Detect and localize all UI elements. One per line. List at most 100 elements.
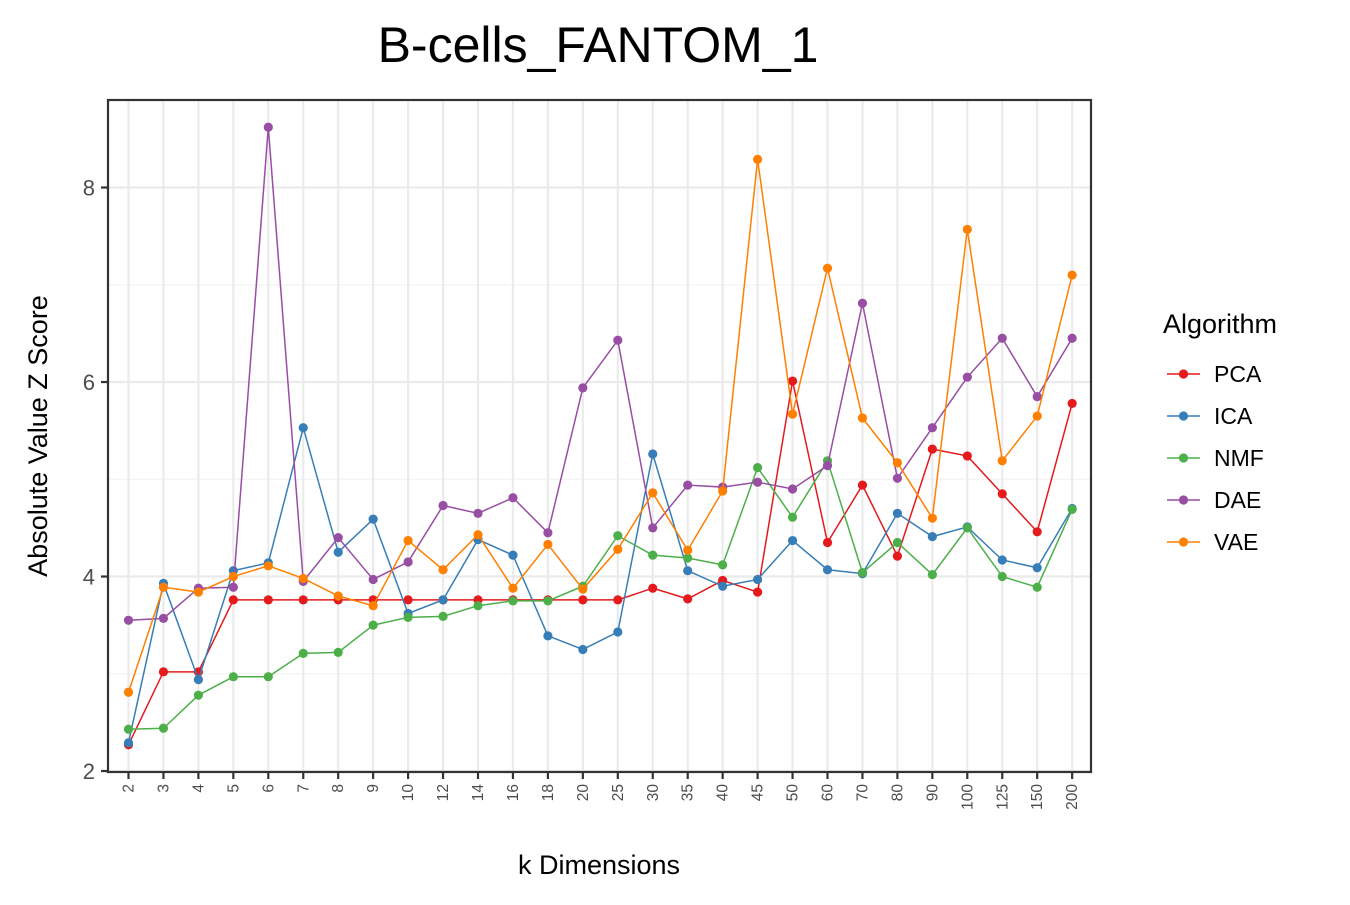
data-point-vae <box>822 263 833 273</box>
data-point-dae <box>1067 333 1077 343</box>
data-point-ica <box>997 555 1007 565</box>
data-point-pca <box>298 595 308 605</box>
data-point-pca <box>787 376 798 386</box>
data-point-dae <box>158 613 169 623</box>
data-point-vae <box>508 583 518 593</box>
data-point-ica <box>683 566 693 576</box>
data-point-pca <box>997 489 1007 499</box>
series-line-ica <box>127 424 1073 743</box>
data-point-vae <box>683 545 693 555</box>
data-point-vae <box>927 513 937 523</box>
data-point-vae <box>228 571 238 582</box>
legend-item-pca: PCA <box>1167 361 1262 387</box>
data-point-nmf <box>648 550 658 560</box>
data-point-vae <box>787 409 798 419</box>
legend-label: ICA <box>1214 403 1253 429</box>
data-point-vae <box>438 565 448 575</box>
legend-key-point <box>1178 537 1189 547</box>
data-point-dae <box>578 383 588 393</box>
x-tick-label: 10 <box>400 784 417 802</box>
data-point-pca <box>753 587 763 597</box>
data-point-ica <box>578 644 588 655</box>
data-point-nmf <box>193 690 203 700</box>
data-point-dae <box>927 423 937 433</box>
legend: Algorithm PCA ICA NMF DAE VAE <box>1163 309 1277 555</box>
data-point-pca <box>263 595 273 605</box>
data-point-nmf <box>438 611 448 621</box>
x-tick-label: 35 <box>680 784 697 801</box>
legend-label: PCA <box>1214 361 1262 387</box>
data-point-vae <box>578 584 588 594</box>
data-point-nmf <box>927 569 937 580</box>
data-point-dae <box>753 477 763 487</box>
data-point-vae <box>333 591 343 601</box>
data-point-vae <box>1067 270 1077 280</box>
data-point-dae <box>263 122 273 132</box>
data-point-nmf <box>613 531 623 541</box>
data-point-pca <box>228 595 238 605</box>
data-point-pca <box>1067 398 1077 409</box>
legend-key-point <box>1178 369 1189 379</box>
data-point-dae <box>368 574 378 585</box>
legend-item-dae: DAE <box>1167 487 1261 513</box>
data-point-ica <box>718 581 728 591</box>
data-point-nmf <box>787 512 798 522</box>
data-point-nmf <box>997 571 1007 582</box>
legend-label: DAE <box>1214 487 1261 513</box>
series-line-pca <box>127 380 1073 746</box>
x-tick-label: 45 <box>750 784 767 801</box>
data-point-ica <box>438 595 448 605</box>
data-point-ica <box>193 675 203 685</box>
x-tick-label: 20 <box>575 784 592 802</box>
data-point-nmf <box>962 523 972 533</box>
data-point-ica <box>508 550 518 560</box>
data-point-dae <box>787 484 798 494</box>
data-point-nmf <box>683 553 693 563</box>
data-point-nmf <box>158 723 169 733</box>
data-point-vae <box>718 486 728 496</box>
data-point-nmf <box>1067 504 1077 515</box>
x-tick-label: 40 <box>715 784 732 802</box>
data-point-ica <box>1032 563 1042 573</box>
series-nmf <box>123 456 1077 734</box>
data-point-vae <box>543 539 553 550</box>
data-point-nmf <box>543 596 553 606</box>
series-line-nmf <box>128 459 1073 730</box>
data-point-vae <box>473 530 483 540</box>
data-point-vae <box>753 154 763 164</box>
data-point-pca <box>1032 527 1042 537</box>
x-tick-label: 70 <box>854 784 871 802</box>
x-tick-label: 150 <box>1029 784 1046 810</box>
data-point-dae <box>997 333 1007 343</box>
data-point-ica <box>927 532 937 542</box>
data-point-nmf <box>473 601 483 611</box>
data-point-nmf <box>228 672 238 682</box>
data-point-dae <box>123 615 134 625</box>
data-point-dae <box>543 528 553 538</box>
data-point-pca <box>403 595 413 605</box>
data-point-dae <box>403 557 413 567</box>
data-point-pca <box>613 595 623 605</box>
x-tick-label: 125 <box>994 784 1011 810</box>
x-tick-label: 14 <box>470 784 487 802</box>
legend-key-point <box>1178 453 1189 463</box>
x-axis-title: k Dimensions <box>518 850 680 880</box>
data-point-vae <box>263 561 273 571</box>
x-tick-label: 30 <box>645 784 662 802</box>
data-point-nmf <box>298 648 308 658</box>
series-vae <box>123 154 1077 697</box>
x-tick-label: 16 <box>505 784 522 801</box>
data-point-vae <box>123 687 134 697</box>
data-point-vae <box>193 587 203 597</box>
data-point-pca <box>578 595 588 605</box>
series-line-dae <box>128 127 1073 622</box>
legend-item-nmf: NMF <box>1167 445 1264 471</box>
data-point-ica <box>298 423 308 433</box>
x-tick-label: 200 <box>1064 784 1081 810</box>
data-point-pca <box>927 444 937 454</box>
data-point-dae <box>508 493 518 503</box>
x-tick-label: 90 <box>924 784 941 802</box>
legend-item-ica: ICA <box>1167 403 1253 429</box>
